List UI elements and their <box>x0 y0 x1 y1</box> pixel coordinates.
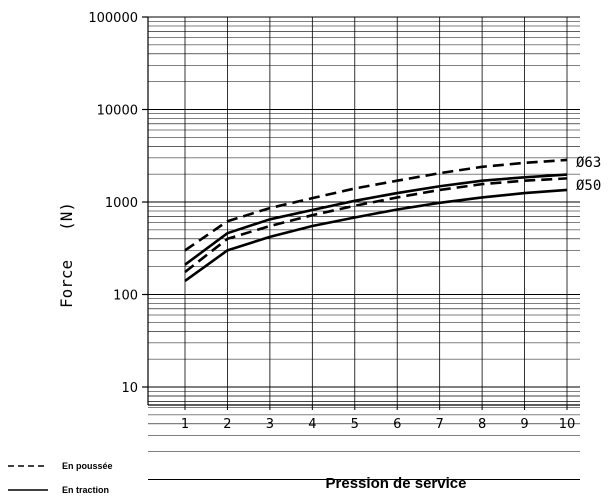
legend-label-pulling: En traction <box>62 485 109 495</box>
series-lines <box>184 158 568 283</box>
y-axis-label: Force (N) <box>57 202 76 308</box>
grid <box>148 16 580 480</box>
series-line-2 <box>184 173 568 266</box>
y-tick-labels: 10 100 1000 10000 100000 <box>88 11 138 396</box>
y-tick-label: 10 <box>121 381 138 396</box>
x-tick-label: 9 <box>520 417 528 432</box>
x-tick-label: 1 <box>181 417 189 432</box>
x-tick-labels: 1 2 3 4 5 6 7 8 9 10 <box>181 417 575 432</box>
series-line-4 <box>184 188 568 283</box>
curve-label-63: Ø63 <box>576 155 601 171</box>
y-tick-label: 1000 <box>105 196 138 211</box>
x-tick-label: 7 <box>436 417 444 432</box>
x-tick-label: 6 <box>393 417 401 432</box>
x-tick-label: 10 <box>559 417 576 432</box>
y-tick-label: 100000 <box>88 11 138 26</box>
legend: En poussée En traction <box>8 461 113 495</box>
legend-label-pushing: En poussée <box>62 461 113 471</box>
x-tick-label: 2 <box>223 417 231 432</box>
curve-label-50: Ø50 <box>576 178 601 194</box>
y-tick-label: 100 <box>113 289 138 304</box>
series-line-1 <box>184 158 568 252</box>
series-line-3 <box>184 177 568 274</box>
x-tick-label: 5 <box>351 417 359 432</box>
x-tick-label: 8 <box>478 417 486 432</box>
x-tick-label: 4 <box>308 417 316 432</box>
axes <box>142 16 580 410</box>
x-axis-label: Pression de service <box>326 475 467 492</box>
x-tick-label: 3 <box>266 417 274 432</box>
y-tick-label: 10000 <box>97 104 138 119</box>
